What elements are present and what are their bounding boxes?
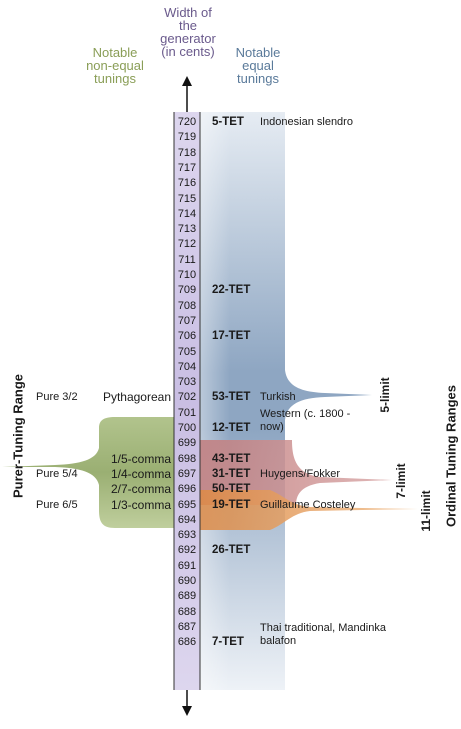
non-equal-tuning-name: 1/5-comma: [110, 451, 171, 466]
cents-value: 686: [177, 636, 197, 649]
generator-width-header: Width of the generator (in cents): [160, 5, 216, 59]
cents-value: 711: [178, 253, 196, 266]
equal-tuning-tet: 26-TET: [212, 544, 251, 557]
equal-tuning-name: Guillaume Costeley: [260, 498, 356, 511]
cents-value: 715: [177, 192, 197, 205]
cents-value: 698: [177, 452, 197, 465]
cents-value: 697: [177, 467, 197, 480]
cents-value: 709: [177, 284, 197, 297]
cents-value: 691: [177, 559, 197, 572]
equal-tuning-tet: 22-TET: [212, 284, 251, 297]
cents-value: 700: [177, 422, 197, 434]
up-arrow-icon: [182, 76, 192, 86]
cents-value: 712: [177, 238, 197, 251]
equal-tuning-tet: 12-TET: [212, 422, 251, 434]
equal-tuning-tet: 43-TET: [212, 452, 251, 465]
pure-interval-label: Pure 6/5: [36, 498, 78, 511]
eleven-limit-range: [200, 490, 418, 530]
generator-column: [174, 112, 200, 690]
cents-value: 702: [177, 391, 197, 404]
cents-value: 714: [177, 207, 197, 220]
cents-value: 690: [177, 575, 197, 587]
non-equal-tuning-name: Pythagorean: [102, 390, 171, 405]
cents-value: 699: [177, 437, 197, 450]
cents-value: 720: [177, 116, 197, 128]
equal-tuning-name: Thai traditional, Mandinka balafon: [260, 622, 386, 648]
cents-value: 705: [177, 345, 197, 358]
cents-value: 703: [177, 376, 197, 389]
cents-value: 694: [177, 513, 197, 526]
cents-value: 718: [177, 146, 197, 159]
cents-value: 693: [177, 529, 197, 542]
equal-tunings-header: Notable equal tunings: [235, 45, 281, 86]
cents-value: 696: [177, 483, 197, 496]
cents-value: 688: [177, 605, 197, 618]
equal-tuning-tet: 31-TET: [212, 467, 251, 480]
equal-tuning-tet: 5-TET: [212, 116, 244, 128]
cents-value: 716: [177, 177, 197, 190]
equal-tuning-name: Indonesian slendro: [260, 116, 353, 128]
seven-limit-range: [200, 440, 392, 505]
five-limit-range: [200, 112, 372, 690]
equal-tuning-tet: 50-TET: [212, 483, 251, 496]
cents-value: 708: [177, 299, 197, 312]
equal-tuning-tet: 53-TET: [212, 391, 251, 404]
non-equal-tuning-name: 2/7-comma: [110, 482, 171, 497]
non-equal-tuning-name: 1/3-comma: [110, 497, 171, 512]
purer-tuning-range-label: Purer-Tuning Range: [10, 374, 26, 498]
equal-tuning-tet: 17-TET: [212, 330, 251, 343]
seven-limit-label: 7-limit: [394, 463, 408, 499]
equal-tuning-name: Huygens/Fokker: [260, 467, 341, 480]
cents-value: 717: [177, 161, 197, 174]
five-limit-label: 5-limit: [378, 377, 392, 413]
cents-value: 713: [177, 223, 197, 236]
cents-value: 710: [177, 269, 197, 281]
eleven-limit-label: 11-limit: [419, 490, 433, 532]
equal-tuning-name: Turkish: [260, 391, 296, 404]
cents-value: 719: [177, 131, 197, 144]
cents-value: 689: [177, 590, 197, 603]
cents-value: 692: [177, 544, 197, 557]
purer-tuning-range: [2, 417, 174, 528]
down-arrow-icon: [182, 706, 192, 716]
cents-value: 704: [177, 360, 197, 373]
equal-tuning-tet: 7-TET: [212, 636, 244, 649]
cents-value: 707: [177, 314, 197, 327]
cents-value: 695: [177, 498, 197, 511]
pure-interval-label: Pure 3/2: [36, 391, 78, 404]
equal-tuning-tet: 19-TET: [212, 498, 251, 511]
non-equal-tuning-name: 1/4-comma: [110, 466, 171, 481]
ordinal-tuning-ranges-label: Ordinal Tuning Ranges: [443, 384, 459, 528]
non-equal-tunings-header: Notable non-equal tunings: [86, 45, 144, 86]
equal-tuning-name: Western (c. 1800 - now): [260, 408, 351, 433]
five-limit-range-highlight: [200, 112, 230, 690]
cents-value: 706: [177, 330, 197, 343]
pure-interval-label: Pure 5/4: [36, 467, 78, 480]
cents-value: 687: [177, 620, 197, 633]
cents-value: 701: [177, 406, 197, 419]
